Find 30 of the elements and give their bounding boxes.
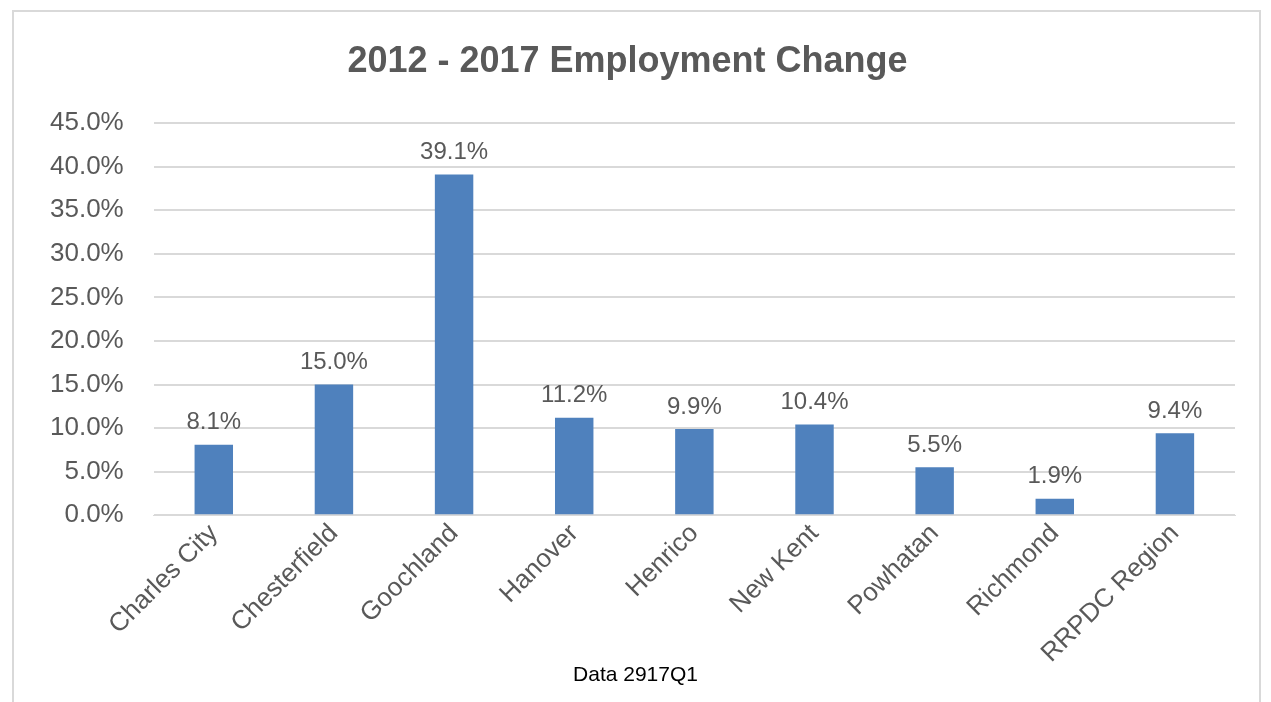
data-label: 1.9% xyxy=(1027,461,1083,489)
data-label: 39.1% xyxy=(420,137,489,165)
y-tick-label: 40.0% xyxy=(49,149,124,180)
y-tick-label: 35.0% xyxy=(49,193,124,224)
bar xyxy=(555,417,594,515)
y-tick-label: 5.0% xyxy=(64,454,124,485)
data-label: 5.5% xyxy=(907,429,962,457)
bar xyxy=(1155,433,1195,515)
data-label: 8.1% xyxy=(186,407,242,435)
chart-title: 2012 - 2017 Employment Change xyxy=(347,38,908,80)
bar xyxy=(314,384,354,515)
data-label: 10.4% xyxy=(780,387,849,415)
bar xyxy=(675,428,714,515)
y-tick-label: 10.0% xyxy=(49,411,124,442)
y-tick-label: 45.0% xyxy=(49,106,124,137)
data-label: 15.0% xyxy=(299,347,368,375)
bar xyxy=(915,467,954,515)
y-tick-label: 15.0% xyxy=(49,367,124,398)
data-label: 11.2% xyxy=(541,380,608,408)
bar xyxy=(194,444,234,515)
y-tick-label: 30.0% xyxy=(49,237,124,268)
data-label: 9.9% xyxy=(667,391,722,419)
text: Data 2917Q1 xyxy=(573,662,698,685)
data-label: 9.4% xyxy=(1147,395,1203,423)
y-tick-label: 25.0% xyxy=(49,280,124,311)
bar xyxy=(1035,498,1075,515)
y-tick-label: 0.0% xyxy=(64,498,124,529)
y-tick-label: 20.0% xyxy=(49,324,124,355)
bar xyxy=(434,174,474,515)
bar xyxy=(795,424,834,515)
